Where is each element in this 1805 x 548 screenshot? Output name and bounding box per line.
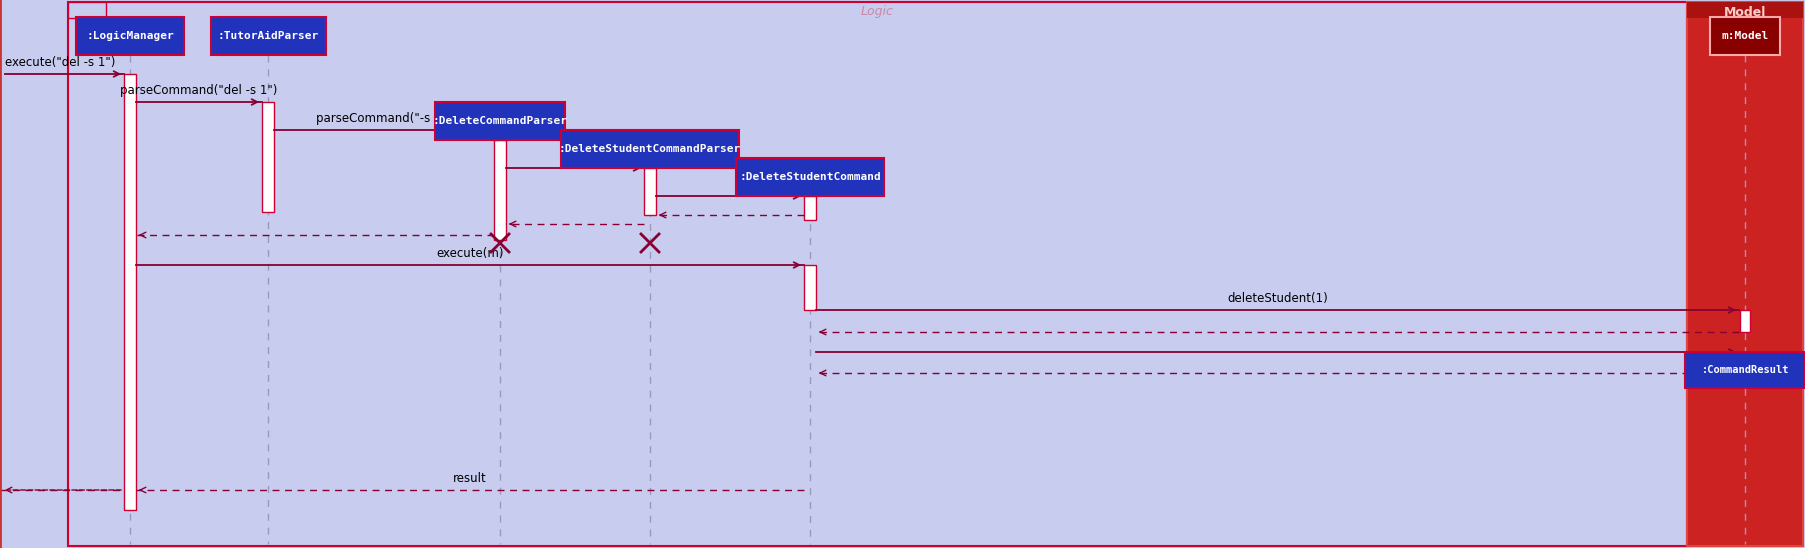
Bar [803, 265, 816, 310]
Bar [736, 158, 884, 196]
Text: result: result [453, 472, 487, 485]
Bar [69, 2, 106, 18]
Text: :LogicManager: :LogicManager [87, 31, 173, 41]
Text: m:Model: m:Model [1722, 31, 1769, 41]
Bar [1740, 352, 1751, 373]
Bar [211, 17, 325, 55]
Bar [1688, 2, 1803, 546]
Bar [644, 168, 655, 215]
Text: parseCommand("del -s 1"): parseCommand("del -s 1") [121, 84, 278, 97]
Text: deleteStudent(1): deleteStudent(1) [1227, 292, 1328, 305]
Text: Model: Model [1724, 5, 1765, 19]
Bar [803, 196, 816, 220]
Bar [262, 102, 274, 212]
Bar [1709, 17, 1780, 55]
Bar [495, 140, 505, 240]
Text: :DeleteStudentCommand: :DeleteStudentCommand [738, 172, 881, 182]
Bar [561, 130, 738, 168]
Bar [1740, 310, 1751, 332]
Text: parseCommand("-s 1"): parseCommand("-s 1") [316, 112, 451, 125]
Text: execute("del -s 1"): execute("del -s 1") [5, 56, 116, 69]
Bar [1688, 2, 1803, 18]
Bar [1686, 352, 1805, 388]
Bar [435, 102, 565, 140]
Text: :DeleteStudentCommandParser: :DeleteStudentCommandParser [560, 144, 742, 154]
Text: :TutorAidParser: :TutorAidParser [217, 31, 319, 41]
Text: execute(m): execute(m) [437, 247, 504, 260]
Text: :CommandResult: :CommandResult [1702, 365, 1789, 375]
Bar [69, 2, 1688, 546]
Text: Logic: Logic [861, 5, 893, 19]
Bar [125, 74, 135, 510]
Bar [76, 17, 184, 55]
Text: :DeleteCommandParser: :DeleteCommandParser [433, 116, 567, 126]
